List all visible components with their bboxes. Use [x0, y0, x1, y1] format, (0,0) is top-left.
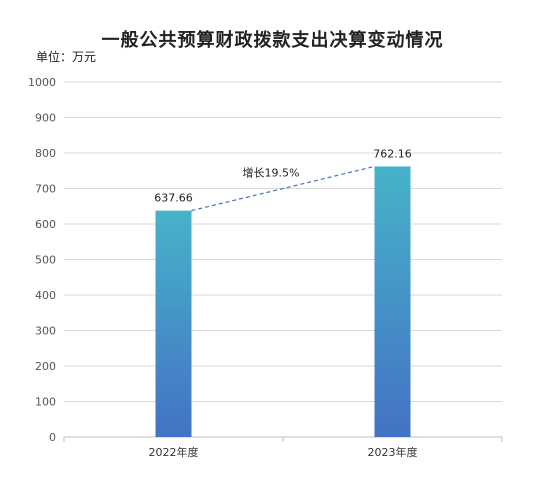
trend-annotation: 增长19.5% — [191, 165, 375, 212]
y-tick-label: 600 — [35, 218, 56, 231]
bar — [155, 210, 192, 437]
y-tick-label: 800 — [35, 147, 56, 160]
x-axis-categories: 2022年度 2023年度 — [149, 445, 418, 459]
chart-title: 一般公共预算财政拨款支出决算变动情况 — [101, 30, 444, 51]
y-tick-label: 0 — [49, 431, 56, 444]
y-tick-label: 200 — [35, 360, 56, 373]
bar — [374, 166, 411, 437]
y-tick-label: 700 — [35, 183, 56, 196]
x-category-label: 2023年度 — [368, 445, 418, 459]
data-labels: 637.66 762.16 — [154, 147, 412, 204]
y-tick-label: 1000 — [28, 76, 56, 89]
y-axis-ticks: 0 100 200 300 400 500 600 700 800 900 1000 — [28, 76, 56, 444]
y-tick-label: 400 — [35, 289, 56, 302]
data-label: 637.66 — [154, 192, 193, 205]
bars — [155, 166, 411, 437]
y-tick-label: 300 — [35, 325, 56, 338]
x-category-label: 2022年度 — [149, 445, 199, 459]
data-label: 762.16 — [373, 147, 412, 160]
y-tick-label: 500 — [35, 254, 56, 267]
y-tick-label: 100 — [35, 396, 56, 409]
gridlines — [63, 81, 503, 442]
unit-label: 单位：万元 — [36, 50, 97, 64]
y-tick-label: 900 — [35, 112, 56, 125]
trend-line — [191, 165, 375, 212]
growth-annotation: 增长19.5% — [243, 166, 300, 180]
